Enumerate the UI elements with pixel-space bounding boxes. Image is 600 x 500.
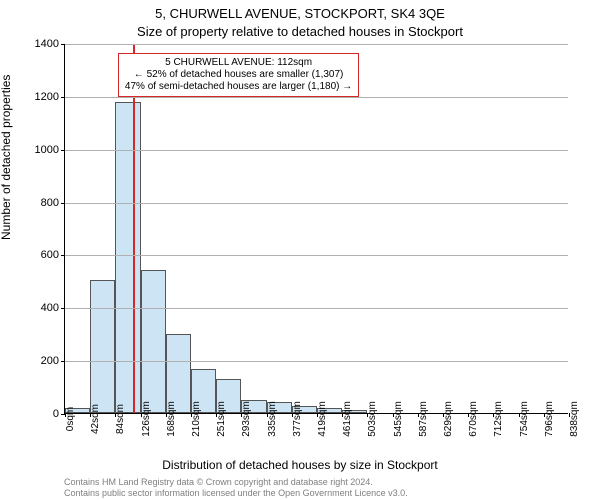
- ytick-label: 200: [41, 355, 59, 367]
- xtick-label: 796sqm: [544, 401, 555, 437]
- ytick-mark: [61, 361, 65, 362]
- xtick-label: 754sqm: [519, 401, 530, 437]
- xtick-label: 629sqm: [443, 401, 454, 437]
- ytick-label: 600: [41, 249, 59, 261]
- histogram-bar: [90, 280, 115, 413]
- xtick-label: 168sqm: [166, 401, 177, 437]
- ytick-mark: [61, 97, 65, 98]
- ytick-mark: [61, 255, 65, 256]
- xtick-label: 461sqm: [342, 401, 353, 437]
- xtick-label: 293sqm: [241, 401, 252, 437]
- x-axis-label: Distribution of detached houses by size …: [0, 458, 600, 472]
- xtick-label: 335sqm: [267, 401, 278, 437]
- ytick-label: 1000: [35, 144, 59, 156]
- annotation-line-1: 5 CHURWELL AVENUE: 112sqm: [125, 57, 352, 69]
- xtick-label: 503sqm: [367, 401, 378, 437]
- xtick-label: 126sqm: [141, 401, 152, 437]
- gridline-h: [65, 150, 568, 151]
- property-marker-line: [133, 44, 135, 413]
- annotation-line-3: 47% of semi-detached houses are larger (…: [125, 81, 352, 93]
- gridline-h: [65, 308, 568, 309]
- bars-layer: [65, 44, 568, 413]
- xtick-label: 838sqm: [569, 401, 580, 437]
- xtick-label: 251sqm: [216, 401, 227, 437]
- histogram-bar: [141, 270, 166, 413]
- xtick-label: 84sqm: [115, 404, 126, 434]
- attribution-line-2: Contains public sector information licen…: [64, 488, 408, 498]
- y-axis-label: Number of detached properties: [0, 75, 13, 240]
- xtick-label: 419sqm: [317, 401, 328, 437]
- attribution-line-1: Contains HM Land Registry data © Crown c…: [64, 477, 408, 487]
- chart-container: 5, CHURWELL AVENUE, STOCKPORT, SK4 3QE S…: [0, 0, 600, 500]
- xtick-label: 587sqm: [418, 401, 429, 437]
- ytick-label: 1400: [35, 38, 59, 50]
- xtick-label: 42sqm: [90, 404, 101, 434]
- xtick-label: 210sqm: [191, 401, 202, 437]
- gridline-h: [65, 255, 568, 256]
- ytick-mark: [61, 203, 65, 204]
- xtick-label: 0sqm: [65, 407, 76, 431]
- ytick-label: 400: [41, 302, 59, 314]
- ytick-mark: [61, 150, 65, 151]
- ytick-label: 800: [41, 197, 59, 209]
- chart-subtitle: Size of property relative to detached ho…: [0, 24, 600, 39]
- gridline-h: [65, 97, 568, 98]
- xtick-label: 377sqm: [292, 401, 303, 437]
- ytick-mark: [61, 44, 65, 45]
- annotation-line-2: ← 52% of detached houses are smaller (1,…: [125, 69, 352, 81]
- xtick-label: 712sqm: [493, 401, 504, 437]
- annotation-box: 5 CHURWELL AVENUE: 112sqm ← 52% of detac…: [118, 53, 359, 97]
- gridline-h: [65, 44, 568, 45]
- ytick-label: 0: [53, 408, 59, 420]
- chart-title: 5, CHURWELL AVENUE, STOCKPORT, SK4 3QE: [0, 6, 600, 21]
- gridline-h: [65, 203, 568, 204]
- xtick-label: 545sqm: [393, 401, 404, 437]
- gridline-h: [65, 361, 568, 362]
- xtick-label: 670sqm: [468, 401, 479, 437]
- plot-area: 5 CHURWELL AVENUE: 112sqm ← 52% of detac…: [64, 44, 568, 414]
- ytick-label: 1200: [35, 91, 59, 103]
- attribution-text: Contains HM Land Registry data © Crown c…: [64, 477, 408, 498]
- ytick-mark: [61, 308, 65, 309]
